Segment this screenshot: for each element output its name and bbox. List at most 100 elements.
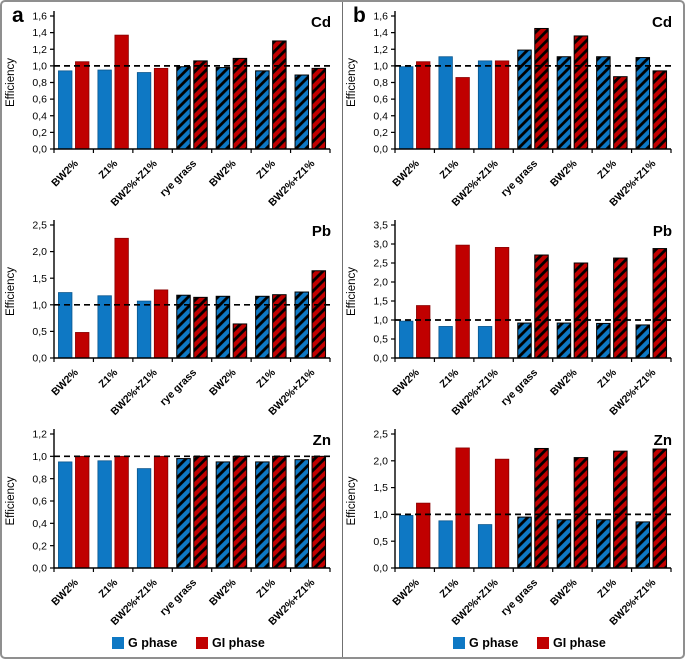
bar-gi-phase: [416, 61, 431, 150]
bar-gi-phase: [114, 34, 129, 150]
x-category-label: Z1%: [438, 576, 462, 600]
y-tick-label: 3,0: [373, 239, 388, 251]
y-tick-label: 1,5: [32, 273, 47, 285]
bar-gi-phase: [75, 332, 90, 359]
bar-gi-phase: [534, 254, 549, 359]
x-category-label: Z1%: [438, 157, 462, 181]
bar-g-phase: [556, 322, 572, 359]
bar-g-phase: [635, 521, 651, 569]
y-tick-label: 0,2: [373, 127, 388, 139]
bar-gi-phase: [416, 305, 431, 359]
bar-gi-phase: [232, 323, 248, 359]
bar-g-phase: [635, 57, 651, 150]
y-tick-label: 2,0: [373, 277, 388, 289]
bar-gi-phase: [75, 61, 90, 150]
bar-g-phase: [255, 461, 270, 569]
y-tick-label: 0,6: [373, 94, 388, 106]
bar-g-phase: [97, 69, 112, 150]
x-category-label: BW2%: [49, 576, 81, 608]
bar-gi-phase: [311, 67, 327, 150]
bar-g-phase: [399, 66, 414, 150]
y-tick-label: 0,5: [373, 536, 388, 548]
y-tick-label: 0,4: [373, 110, 388, 122]
y-tick-label: 1,5: [373, 482, 388, 494]
x-category-label: Z1%: [97, 157, 121, 181]
legend-swatch-gi-phase: [537, 637, 549, 649]
bar-g-phase: [58, 461, 73, 569]
bar-g-phase: [477, 524, 493, 569]
bar-g-phase: [136, 300, 152, 359]
y-tick-label: 0,8: [373, 77, 388, 89]
x-category-label: BW2%: [390, 157, 422, 189]
bar-g-phase: [438, 326, 453, 359]
x-category-label: BW2%: [548, 576, 580, 608]
x-category-label: Z1%: [595, 576, 619, 600]
bar-gi-phase: [652, 70, 668, 150]
y-axis-title: Efficiency: [5, 476, 17, 525]
panel-label-a: a: [12, 4, 24, 27]
bar-gi-phase: [455, 77, 470, 150]
x-category-label: BW2%: [49, 366, 81, 398]
chart-title: Zn: [313, 432, 331, 449]
y-tick-label: 0,8: [32, 473, 47, 485]
y-tick-label: 2,0: [373, 455, 388, 467]
y-tick-label: 0,2: [32, 127, 47, 139]
y-tick-label: 0,0: [373, 144, 388, 156]
bar-gi-phase: [534, 27, 549, 150]
bar-g-phase: [596, 56, 611, 150]
x-category-label: BW2%: [207, 366, 239, 398]
y-tick-label: 1,0: [32, 451, 47, 463]
y-tick-label: 0,0: [373, 563, 388, 575]
x-category-label: Z1%: [97, 366, 121, 390]
bar-gi-phase: [416, 502, 431, 569]
bar-gi-phase: [573, 35, 589, 150]
y-tick-label: 1,0: [32, 60, 47, 72]
y-tick-label: 0,0: [373, 353, 388, 365]
bar-gi-phase: [193, 60, 208, 150]
chart-title: Pb: [312, 223, 331, 240]
x-category-label: BW2%: [207, 576, 239, 608]
x-category-label: Z1%: [254, 157, 278, 181]
x-category-label: rye grass: [158, 367, 200, 409]
bar-g-phase: [176, 458, 191, 569]
x-category-label: BW2%: [548, 157, 580, 189]
bar-g-phase: [517, 516, 532, 569]
bar-gi-phase: [652, 248, 668, 359]
bar-gi-phase: [494, 247, 510, 359]
bar-gi-phase: [114, 237, 129, 359]
bar-g-phase: [176, 66, 191, 150]
x-category-label: Z1%: [254, 576, 278, 600]
y-tick-label: 1,4: [32, 27, 47, 39]
x-category-label: BW2%: [390, 576, 422, 608]
bar-g-phase: [399, 515, 414, 569]
legend-label-gi-phase: GI phase: [553, 636, 606, 650]
x-category-label: Z1%: [97, 576, 121, 600]
y-tick-label: 1,0: [373, 60, 388, 72]
bar-gi-phase: [311, 270, 327, 359]
chart-cell-b-cd: 0,0 0,2 0,4 0,6 0,8 1,0 1,2 1,4 1,6 BW2% Z1% BW2%+Z…: [343, 2, 683, 211]
bar-g-phase: [635, 324, 651, 359]
bar-gi-phase: [613, 76, 628, 150]
y-axis-title: Efficiency: [5, 267, 17, 316]
bar-g-phase: [58, 292, 73, 359]
panel-label-b: b: [353, 4, 366, 27]
bar-g-phase: [477, 326, 493, 359]
bar-gi-phase: [232, 455, 248, 569]
chart-cell-b-pb: 0,0 0,5 1,0 1,5 2,0 2,5 3,0 3,5 BW2% Z1% BW2%+Z1% r…: [343, 211, 683, 420]
chart-title: Pb: [653, 223, 672, 240]
bar-gi-phase: [193, 296, 208, 359]
y-tick-label: 0,6: [32, 94, 47, 106]
chart-title: Zn: [654, 432, 672, 449]
x-category-label: Z1%: [254, 366, 278, 390]
y-tick-label: 0,4: [32, 518, 47, 530]
bar-gi-phase: [114, 455, 129, 569]
bar-g-phase: [255, 70, 270, 150]
bar-gi-phase: [153, 67, 169, 150]
y-tick-label: 1,0: [32, 299, 47, 311]
bar-gi-phase: [534, 447, 549, 569]
bar-g-phase: [58, 70, 73, 150]
bar-gi-phase: [153, 455, 169, 569]
